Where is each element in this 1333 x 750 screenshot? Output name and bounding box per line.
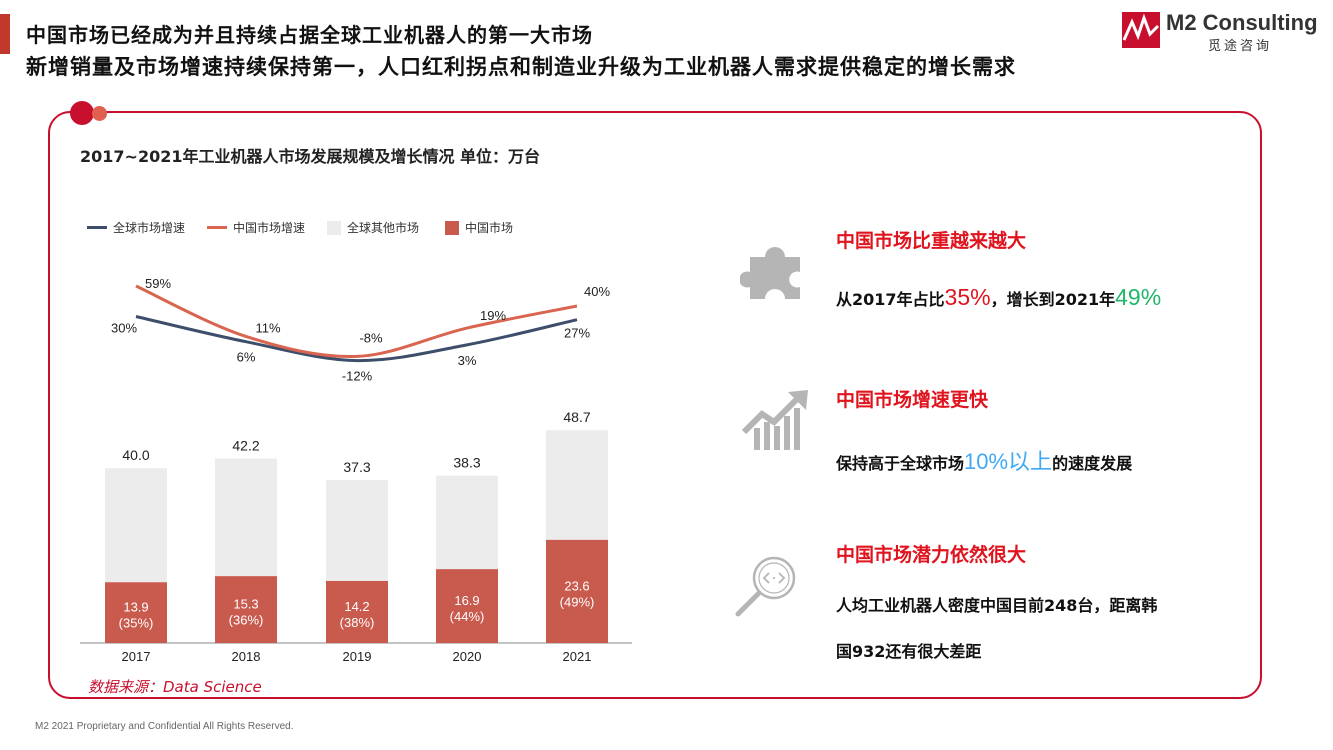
- x-tick-label: 2017: [122, 649, 151, 664]
- point-1-highlight-start: 35%: [944, 284, 991, 310]
- legend-label: 全球其他市场: [347, 221, 420, 235]
- x-tick-label: 2018: [232, 649, 261, 664]
- legend-swatch: [87, 226, 107, 229]
- bar-total-label: 38.3: [453, 455, 480, 471]
- content-panel: [48, 111, 1262, 699]
- china-growth-label: 19%: [480, 308, 506, 323]
- china-growth-label: 59%: [145, 276, 171, 291]
- point-1-body: 从2017年占比35%，增长到2021年49%: [836, 284, 1161, 311]
- legend-item-global-growth: 全球市场增速: [87, 219, 185, 236]
- global-growth-label: 27%: [564, 326, 590, 341]
- bar-other-market: [436, 475, 498, 570]
- bar-other-market: [215, 458, 277, 577]
- legend-swatch: [327, 220, 341, 235]
- global-growth-label: 3%: [458, 353, 477, 368]
- point-1-text-a: 从2017年占比: [836, 290, 945, 309]
- logo-mark-icon: [1122, 12, 1160, 48]
- point-2-title: 中国市场增速更快: [836, 389, 989, 411]
- legend-swatch: [207, 226, 227, 229]
- legend-item-china-growth: 中国市场增速: [207, 219, 305, 236]
- china-growth-label: 40%: [584, 284, 610, 299]
- bar-china-market: [546, 539, 608, 643]
- legend-item-china-market: 中国市场: [445, 219, 513, 236]
- bar-china-value-label: 23.6: [564, 578, 589, 593]
- bar-china-share-label: (36%): [229, 613, 264, 628]
- data-source: 数据来源：Data Science: [88, 678, 262, 696]
- bar-china-value-label: 14.2: [344, 599, 369, 614]
- bar-other-market: [105, 468, 167, 583]
- bar-total-label: 42.2: [232, 438, 259, 454]
- x-tick-label: 2020: [453, 649, 482, 664]
- magnifier-code-icon: [735, 556, 796, 617]
- legend-label: 中国市场增速: [233, 221, 306, 235]
- bar-china-share-label: (35%): [119, 616, 154, 631]
- china-growth-label: -8%: [359, 330, 383, 345]
- panel-decor-dot: [70, 101, 94, 125]
- headline: 中国市场已经成为并且持续占据全球工业机器人的第一大市场: [26, 23, 593, 47]
- puzzle-icon: [740, 247, 800, 299]
- logo-subtitle: 觅途咨询: [1208, 39, 1273, 54]
- point-2-text-a: 保持高于全球市场: [836, 454, 965, 473]
- point-2-highlight: 10%以上: [964, 449, 1053, 474]
- bar-other-market: [326, 479, 388, 581]
- bar-china-share-label: (49%): [560, 594, 595, 609]
- legend-label: 全球市场增速: [113, 221, 186, 235]
- global-growth-label: -12%: [342, 369, 373, 384]
- bar-other-market: [546, 430, 608, 540]
- point-2-body: 保持高于全球市场10%以上的速度发展: [836, 444, 1132, 476]
- bar-china-market: [326, 580, 388, 643]
- title-accent-bar: [0, 14, 10, 54]
- point-3-title: 中国市场潜力依然很大: [836, 544, 1027, 566]
- bar-total-label: 40.0: [122, 447, 149, 463]
- bar-china-market: [105, 582, 167, 643]
- bar-china-share-label: (44%): [450, 609, 485, 624]
- growth-chart-icon: [741, 390, 808, 450]
- bar-china-share-label: (38%): [340, 615, 375, 630]
- x-tick-label: 2021: [563, 649, 592, 664]
- bar-total-label: 48.7: [563, 409, 590, 425]
- legend-label: 中国市场: [465, 221, 514, 235]
- bar-china-value-label: 15.3: [233, 597, 258, 612]
- x-tick-label: 2019: [343, 649, 372, 664]
- footer-copyright: M2 2021 Proprietary and Confidential All…: [35, 721, 294, 732]
- china-growth-label: 11%: [255, 320, 280, 335]
- bar-china-market: [436, 569, 498, 643]
- point-3-body-line1: 人均工业机器人密度中国目前248台，距离韩: [836, 596, 1158, 615]
- global-growth-label: 30%: [111, 321, 137, 336]
- line-china-growth: [135, 284, 578, 359]
- legend-item-other-market: 全球其他市场: [327, 219, 419, 236]
- point-3-body-line2: 国932还有很大差距: [836, 642, 982, 661]
- logo-name: M2 Consulting: [1166, 10, 1318, 35]
- bar-total-label: 37.3: [343, 459, 370, 475]
- point-1-text-b: ，增长到2021年: [990, 290, 1116, 309]
- subheadline: 新增销量及市场增速持续保持第一，人口红利拐点和制造业升级为工业机器人需求提供稳定…: [26, 55, 1016, 79]
- bar-china-market: [215, 576, 277, 643]
- chart-title: 2017~2021年工业机器人市场发展规模及增长情况 单位：万台: [80, 147, 541, 166]
- company-logo: M2 Consulting 觅途咨询: [1122, 8, 1322, 56]
- point-2-text-b: 的速度发展: [1052, 454, 1133, 473]
- bar-china-value-label: 13.9: [123, 600, 148, 615]
- point-1-title: 中国市场比重越来越大: [836, 230, 1027, 252]
- point-1-highlight-end: 49%: [1115, 284, 1162, 310]
- bar-china-value-label: 16.9: [454, 593, 479, 608]
- panel-decor-dot-small: [92, 106, 107, 121]
- line-global-growth: [135, 315, 578, 363]
- legend-swatch: [445, 220, 459, 235]
- global-growth-label: 6%: [237, 350, 256, 365]
